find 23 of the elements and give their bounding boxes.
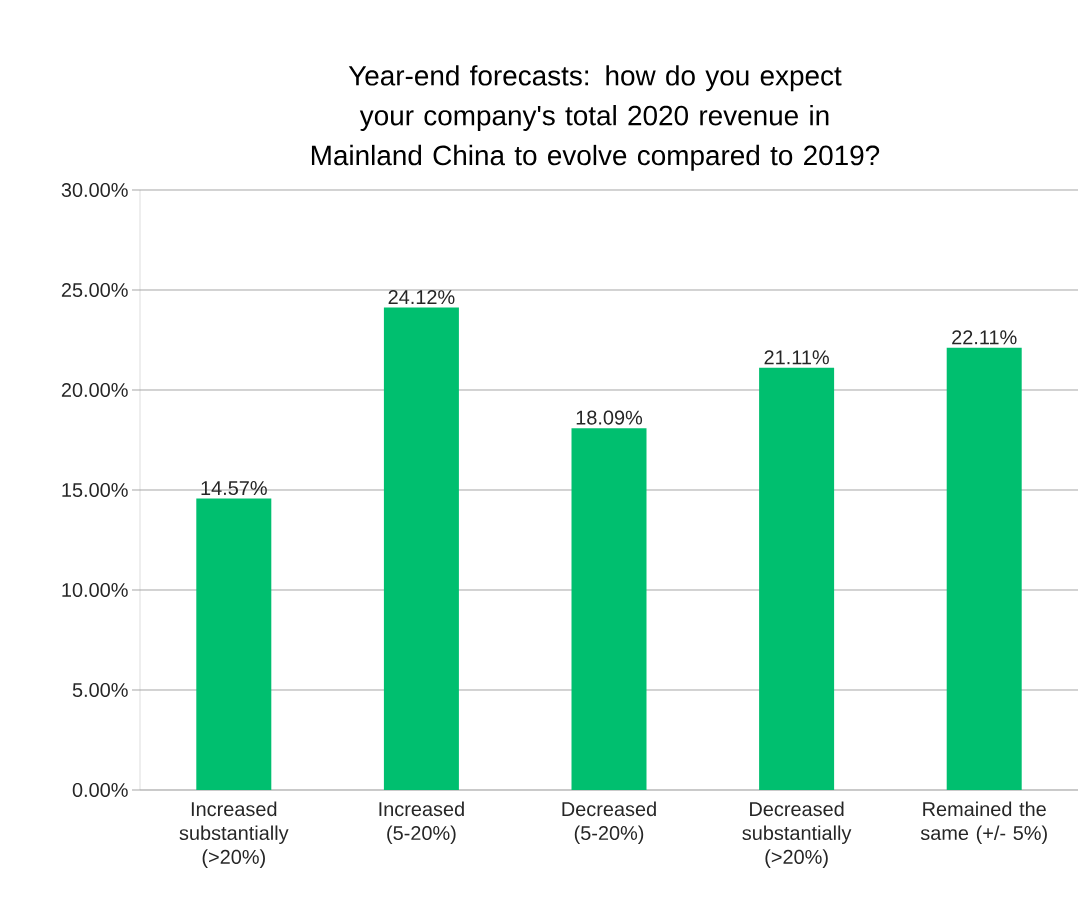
x-tick-label: Remained the same (+/- 5%) [920,801,1047,844]
x-tick-label: Decreased (5-20%) [562,801,656,844]
bar [571,428,647,790]
data-label: 21.11% [764,350,829,365]
y-tick-label: 5.00% [72,682,128,698]
data-label: 14.57% [201,481,267,496]
data-label: 24.12% [388,290,455,305]
bar [759,367,835,790]
y-tick-label: 0.00% [72,782,128,798]
y-tick-label: 20.00% [61,382,128,398]
chart-title: Year-end forecasts: how do you expect your company's total 2020 revenue in Mainland China to evolve compared to 2019? [311,65,880,171]
y-tick-label: 15.00% [62,482,128,498]
y-tick-label: 10.00% [62,582,128,598]
data-label: 22.11% [952,330,1017,345]
data-label: 18.09% [576,410,643,425]
bar [383,307,459,790]
y-tick-label: 30.00% [61,182,128,198]
x-tick-label: Increased (5-20%) [379,801,464,844]
x-tick-label: Decreased substantially (>20%) [742,801,852,868]
bar [946,347,1022,790]
y-tick-label: 25.00% [61,282,128,298]
bar [196,498,272,790]
x-tick-label: Increased substantially (>20%) [179,801,289,868]
